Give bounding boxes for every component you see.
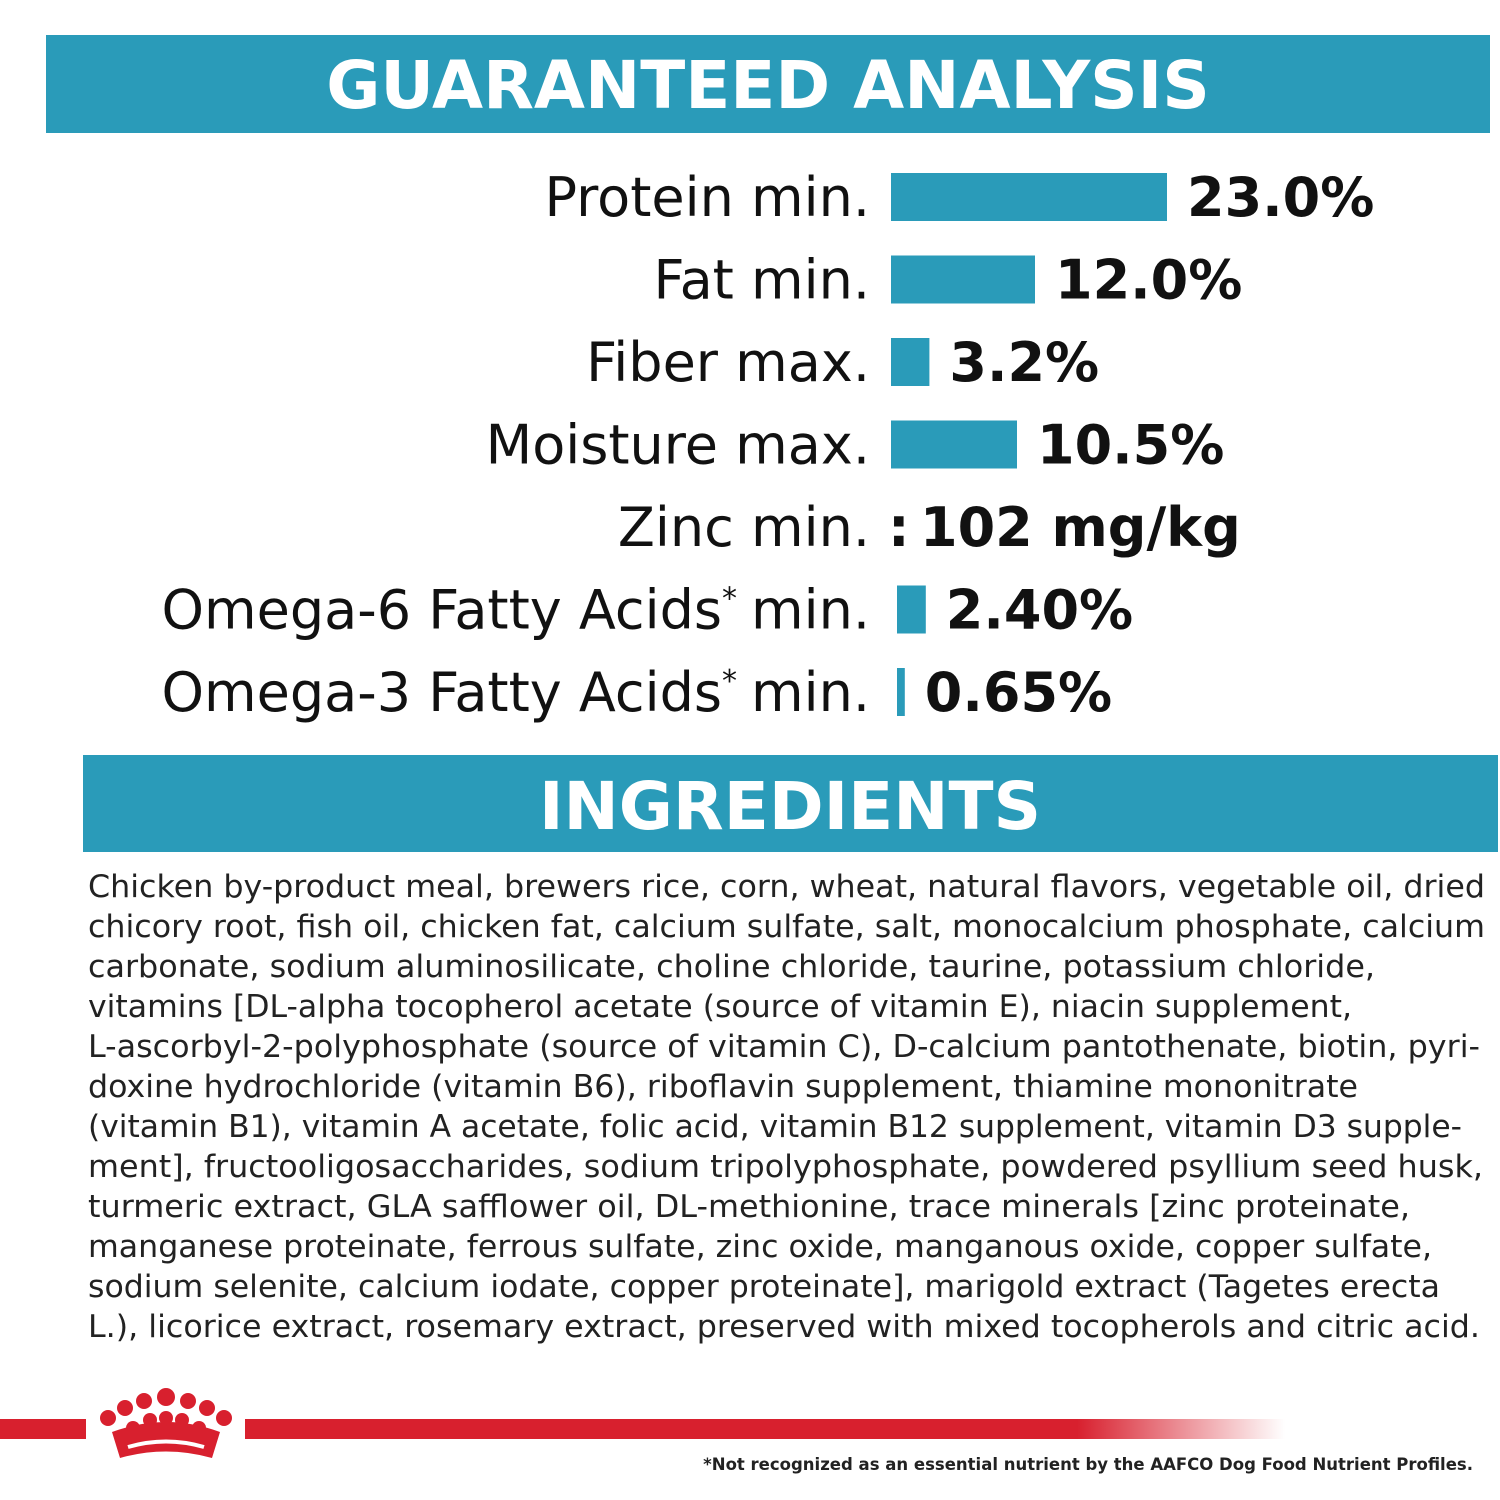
bar <box>891 255 1035 304</box>
label-qualifier: min. <box>751 579 870 642</box>
value-label: 10.5% <box>1037 414 1224 477</box>
ingredient-line: (vitamin B1), vitamin A acetate, folic a… <box>88 1109 1462 1145</box>
row-label: Fiber max. <box>586 331 870 394</box>
row-label: Omega-3 Fatty Acids* min. <box>162 661 870 724</box>
footer-line <box>245 1419 1285 1439</box>
ingredient-line: Chicken by-product meal, brewers rice, c… <box>88 869 1485 905</box>
footnote: *Not recognized as an essential nutrient… <box>703 1455 1473 1474</box>
ingredient-line: sodium selenite, calcium iodate, copper … <box>88 1269 1440 1305</box>
ingredient-line: ment], fructooligosaccharides, sodium tr… <box>88 1149 1483 1185</box>
label-note: * <box>722 664 737 699</box>
bar <box>897 668 905 716</box>
label-text: Omega-6 Fatty Acids <box>162 579 722 642</box>
logo <box>100 1388 232 1458</box>
label-text: Zinc min. <box>618 496 870 559</box>
ingredients-title: INGREDIENTS <box>539 768 1041 845</box>
label-text: Fat min. <box>653 249 870 312</box>
ingredient-line: L-ascorbyl-2-polyphosphate (source of vi… <box>88 1029 1480 1065</box>
label-text: Moisture max. <box>486 414 870 477</box>
analysis-rows: Protein min. 23.0% Fat min. 12.0% Fiber max.… <box>162 166 1375 724</box>
value-label: 0.65% <box>925 661 1112 724</box>
row-label: Fat min. <box>653 249 870 312</box>
value-label: 23.0% <box>1187 166 1374 229</box>
row-label: Zinc min. <box>618 496 870 559</box>
analysis-header <box>46 35 1490 133</box>
label-qualifier: min. <box>751 661 870 724</box>
analysis-title: GUARANTEED ANALYSIS <box>326 47 1210 124</box>
label-text: Omega-3 Fatty Acids <box>162 661 722 724</box>
ingredients-text: Chicken by-product meal, brewers rice, c… <box>88 869 1485 1345</box>
footer-line <box>0 1419 86 1439</box>
bar <box>891 173 1167 221</box>
ingredient-line: manganese proteinate, ferrous sulfate, z… <box>88 1229 1432 1265</box>
value-label: 2.40% <box>946 579 1133 642</box>
row-label: Protein min. <box>545 166 870 229</box>
bar <box>897 585 926 634</box>
separator: : <box>888 496 910 559</box>
ingredient-line: vitamins [DL-alpha tocopherol acetate (s… <box>88 989 1352 1025</box>
ingredient-line: L.), licorice extract, rosemary extract,… <box>88 1309 1480 1345</box>
ingredient-line: chicory root, fish oil, chicken fat, cal… <box>88 909 1485 945</box>
label-note: * <box>722 582 737 617</box>
ingredient-line: doxine hydrochloride (vitamin B6), ribof… <box>88 1069 1358 1105</box>
value-text: 102 mg/kg <box>920 496 1241 559</box>
row-label: Omega-6 Fatty Acids* min. <box>162 579 870 642</box>
value-label: 3.2% <box>949 331 1099 394</box>
label-text: Fiber max. <box>586 331 870 394</box>
ingredient-line: carbonate, sodium aluminosilicate, choli… <box>88 949 1375 985</box>
row-label: Moisture max. <box>486 414 870 477</box>
value-label: 12.0% <box>1055 249 1242 312</box>
label-text: Protein min. <box>545 166 870 229</box>
bar <box>891 338 930 386</box>
ingredients-header <box>83 755 1498 852</box>
bar <box>891 420 1017 469</box>
ingredient-line: turmeric extract, GLA safflower oil, DL-… <box>88 1189 1410 1225</box>
